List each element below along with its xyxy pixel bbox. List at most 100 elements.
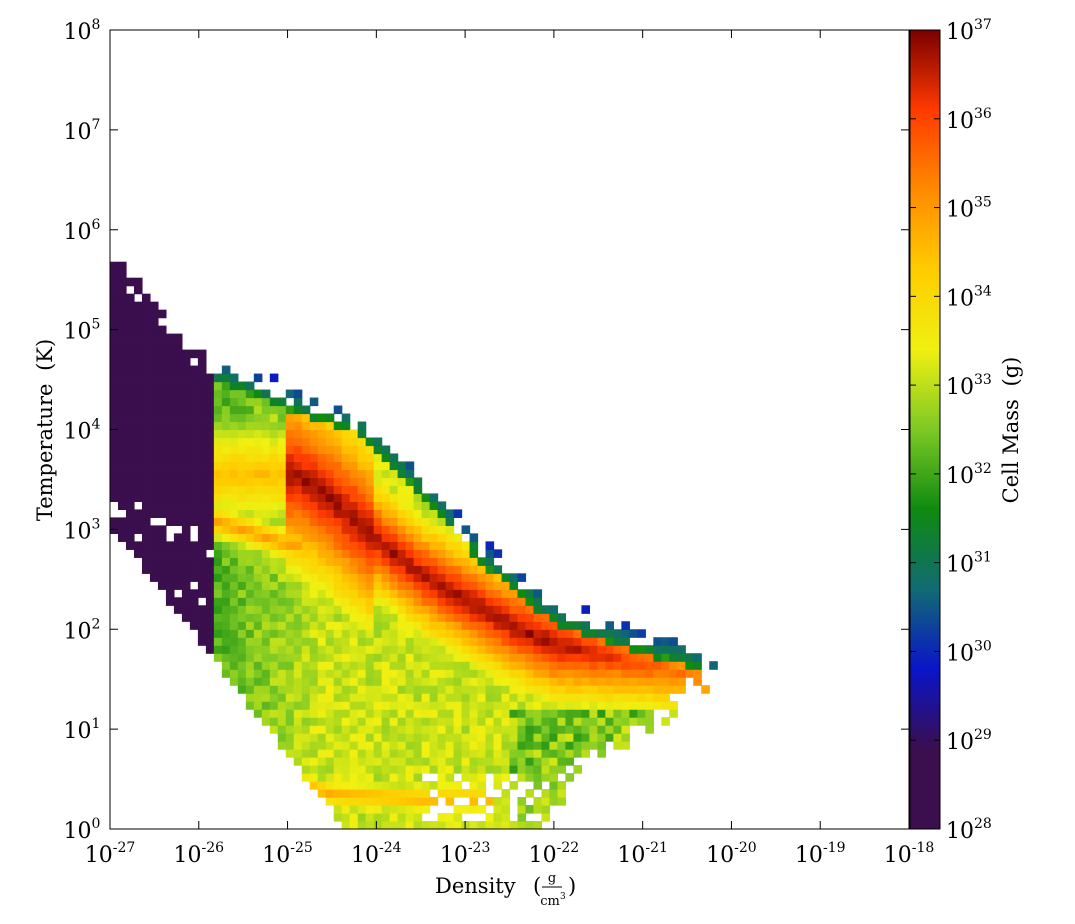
heatmap-cell	[309, 685, 319, 694]
heatmap-cell	[325, 629, 335, 638]
heatmap-cell	[365, 437, 375, 447]
heatmap-cell	[549, 621, 559, 630]
heatmap-cell	[381, 629, 391, 638]
heatmap-cell	[301, 501, 311, 510]
heatmap-cell	[541, 693, 551, 702]
heatmap-cell	[261, 541, 271, 550]
heatmap-cell	[221, 605, 231, 614]
heatmap-cell	[453, 709, 463, 718]
heatmap-cell	[429, 645, 439, 654]
heatmap-cell	[669, 637, 678, 646]
heatmap-cell	[589, 685, 598, 694]
heatmap-cell	[133, 325, 143, 335]
heatmap-cell	[397, 605, 407, 614]
heatmap-cell	[349, 557, 359, 566]
heatmap-cell	[357, 509, 367, 518]
heatmap-cell	[485, 685, 495, 694]
heatmap-cell	[317, 709, 327, 718]
heatmap-cell	[381, 693, 391, 702]
heatmap-cell	[173, 389, 183, 399]
heatmap-cell	[525, 717, 535, 726]
heatmap-cell	[293, 525, 303, 534]
heatmap-cell	[405, 757, 415, 766]
heatmap-cell	[237, 429, 247, 439]
heatmap-cell	[597, 733, 606, 742]
heatmap-cell	[357, 781, 367, 790]
heatmap-cell	[181, 565, 191, 574]
heatmap-cell	[421, 581, 431, 590]
heatmap-cell	[221, 557, 231, 566]
heatmap-cell	[317, 453, 327, 463]
heatmap-cell	[413, 589, 423, 598]
heatmap-cell	[621, 685, 630, 694]
heatmap-cell	[397, 573, 407, 582]
heatmap-cell	[597, 661, 606, 670]
heatmap-cell	[429, 493, 439, 503]
heatmap-cell	[117, 325, 127, 335]
heatmap-cell	[253, 581, 263, 590]
heatmap-cell	[517, 821, 527, 829]
heatmap-cell	[205, 373, 215, 383]
heatmap-cell	[221, 533, 231, 542]
heatmap-cell	[133, 485, 143, 495]
heatmap-cell	[189, 613, 199, 622]
heatmap-cell	[237, 637, 247, 646]
heatmap-cell	[269, 509, 279, 518]
heatmap-cell	[197, 517, 207, 526]
heatmap-cell	[197, 501, 207, 510]
heatmap-cell	[389, 541, 399, 550]
heatmap-cell	[229, 597, 239, 606]
heatmap-cell	[381, 645, 391, 654]
heatmap-cell	[565, 645, 575, 654]
heatmap-cell	[261, 637, 271, 646]
heatmap-cell	[493, 821, 503, 829]
heatmap-cell	[357, 549, 367, 558]
heatmap-cell	[669, 677, 678, 686]
heatmap-cell	[197, 549, 207, 558]
heatmap-cell	[165, 437, 175, 447]
heatmap-cell	[221, 453, 231, 463]
heatmap-cell	[485, 573, 495, 582]
heatmap-cell	[485, 661, 495, 670]
heatmap-cell	[493, 661, 503, 670]
heatmap-cell	[229, 405, 239, 415]
heatmap-cell	[293, 517, 303, 526]
heatmap-cell	[413, 629, 423, 638]
heatmap-cell	[605, 685, 614, 694]
heatmap-cell	[397, 661, 407, 670]
heatmap-cell	[285, 661, 295, 670]
heatmap-cell	[453, 629, 463, 638]
heatmap-cell	[365, 525, 375, 534]
heatmap-cell	[277, 549, 287, 558]
heatmap-cell	[349, 533, 359, 542]
heatmap-cell	[293, 629, 303, 638]
heatmap-cell	[309, 597, 319, 606]
heatmap-cell	[533, 613, 543, 622]
heatmap-cell	[429, 677, 439, 686]
heatmap-cell	[133, 453, 143, 463]
heatmap-cell	[333, 789, 343, 798]
heatmap-cell	[325, 653, 335, 662]
heatmap-cell	[181, 517, 191, 526]
heatmap-cell	[110, 405, 119, 415]
heatmap-cell	[117, 413, 127, 423]
heatmap-cell	[141, 373, 151, 383]
x-tick-label: 10-25	[262, 840, 313, 868]
heatmap-cell	[309, 621, 319, 630]
heatmap-cell	[461, 693, 471, 702]
heatmap-cell	[110, 429, 119, 439]
heatmap-cell	[397, 677, 407, 686]
heatmap-cell	[381, 669, 391, 678]
heatmap-cell	[165, 461, 175, 471]
heatmap-cell	[477, 789, 487, 798]
heatmap-cell	[533, 797, 543, 806]
heatmap-cell	[373, 437, 383, 447]
heatmap-cell	[197, 421, 207, 431]
heatmap-cell	[301, 437, 311, 447]
heatmap-cell	[501, 581, 511, 590]
heatmap-cell	[213, 421, 223, 431]
heatmap-cell	[397, 493, 407, 503]
heatmap-cell	[125, 405, 135, 415]
heatmap-cell	[157, 389, 167, 399]
heatmap-cell	[205, 557, 215, 566]
